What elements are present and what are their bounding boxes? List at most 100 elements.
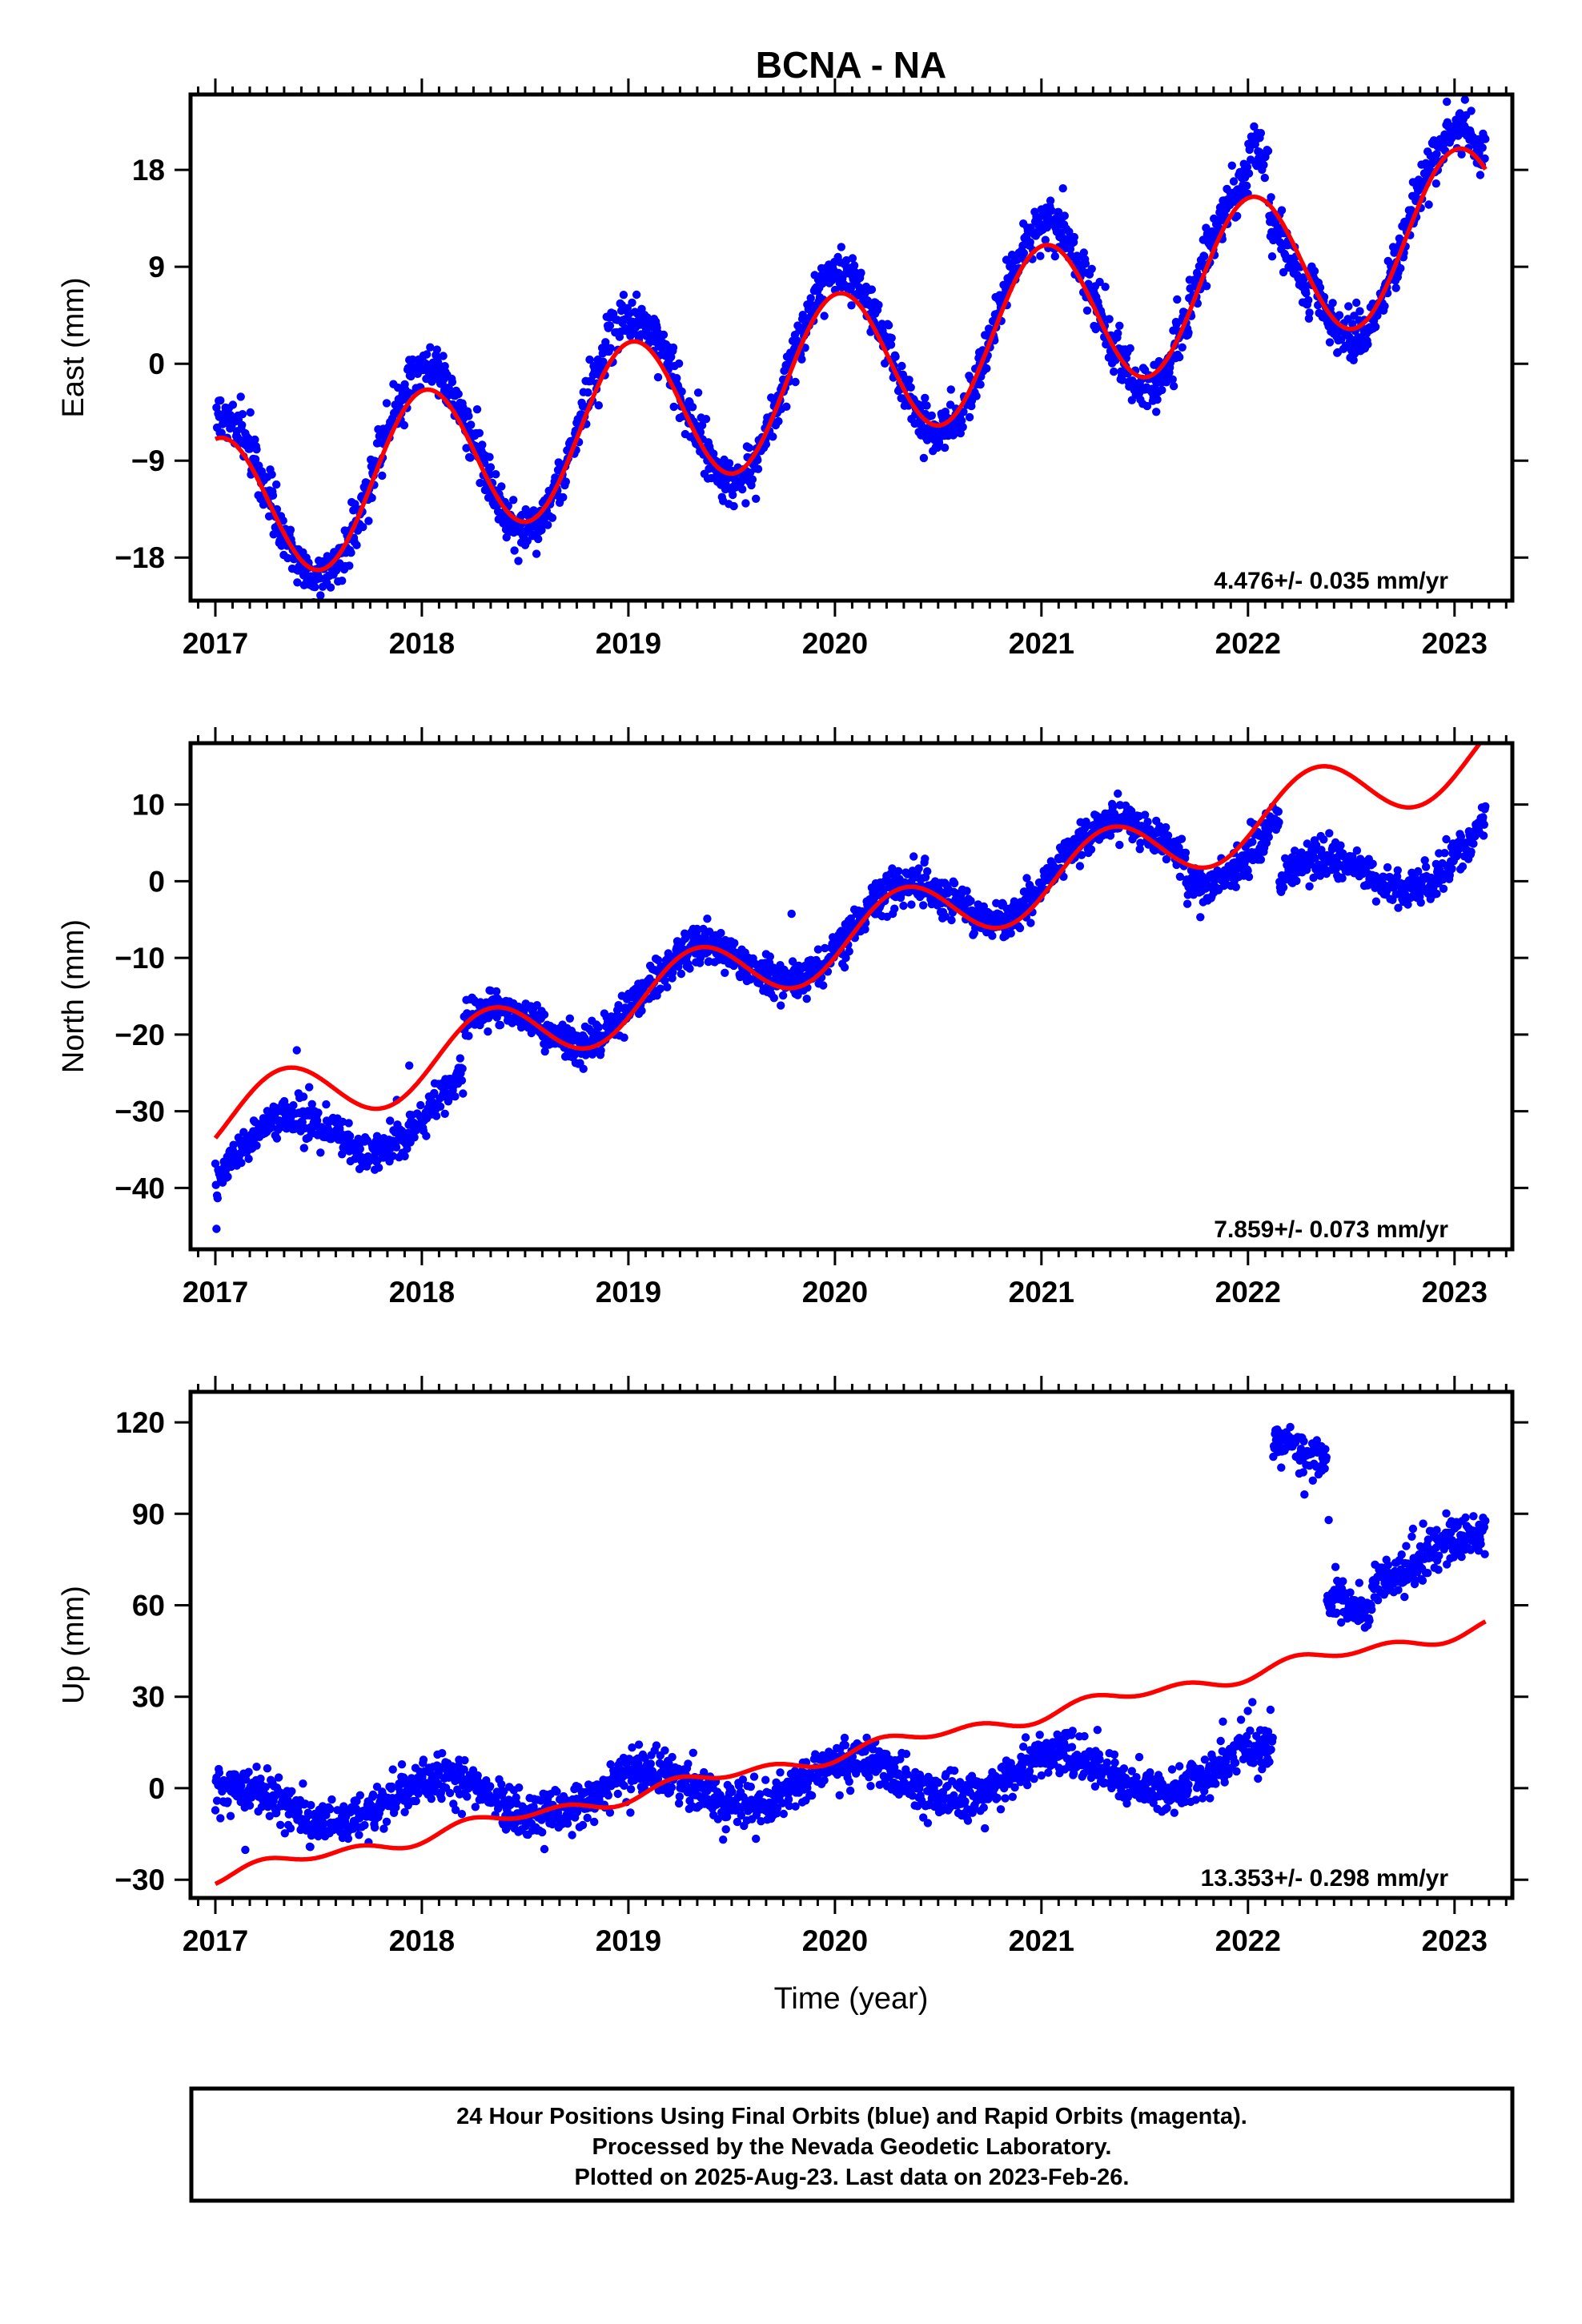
- observation-point: [837, 243, 846, 251]
- observation-point: [821, 943, 829, 953]
- y-tick-label: 0: [148, 348, 165, 380]
- observation-point: [753, 464, 763, 473]
- observation-point: [594, 1023, 603, 1032]
- observation-point: [347, 549, 355, 557]
- y-axis-label-north: North (mm): [57, 919, 90, 1073]
- observation-point: [426, 343, 435, 352]
- observation-point: [697, 420, 707, 430]
- observation-point: [1152, 408, 1161, 416]
- observation-point: [355, 1831, 363, 1839]
- observation-point: [1481, 802, 1490, 811]
- plot-area-up: [211, 1422, 1490, 1886]
- observation-point: [1479, 813, 1488, 822]
- observation-point: [806, 294, 815, 303]
- observation-point: [400, 420, 409, 430]
- x-ticks-east: [197, 78, 1508, 617]
- observation-point: [1476, 171, 1485, 179]
- observation-point: [509, 496, 518, 505]
- observation-point: [1299, 275, 1308, 283]
- observation-point: [738, 485, 747, 494]
- observation-point: [1391, 283, 1400, 292]
- observation-point: [887, 333, 896, 343]
- observation-point: [408, 355, 417, 364]
- observation-point: [685, 964, 694, 973]
- observation-point: [962, 887, 971, 895]
- observation-point: [537, 525, 546, 535]
- observation-point: [1267, 252, 1277, 261]
- observation-point: [787, 909, 796, 919]
- observation-point: [223, 1172, 232, 1181]
- observation-point: [1260, 173, 1270, 183]
- observation-point: [674, 962, 683, 971]
- observation-point: [594, 401, 603, 410]
- observation-point: [267, 1123, 276, 1132]
- observation-point: [976, 380, 985, 389]
- observation-point: [238, 420, 247, 429]
- observation-point: [279, 517, 287, 525]
- y-tick-label: 10: [132, 789, 165, 822]
- observation-point: [440, 1109, 449, 1119]
- observation-point: [216, 1814, 225, 1823]
- observation-point: [725, 459, 734, 468]
- observation-point: [769, 432, 777, 441]
- observation-point: [729, 501, 738, 511]
- observation-point: [386, 1116, 395, 1125]
- observation-point: [263, 1764, 272, 1773]
- observation-point: [1416, 898, 1425, 907]
- observation-point: [966, 896, 975, 906]
- observation-point: [1086, 845, 1096, 854]
- observation-point: [368, 1790, 378, 1799]
- observation-point: [540, 1010, 549, 1019]
- observation-point: [620, 1033, 628, 1042]
- observation-point: [548, 513, 557, 522]
- observation-point: [393, 383, 403, 392]
- observation-point: [1227, 161, 1237, 170]
- observation-point: [1305, 882, 1314, 891]
- observation-point: [701, 415, 711, 424]
- observation-point: [534, 534, 543, 544]
- observation-point: [378, 471, 387, 480]
- model-curve-north: [213, 743, 1484, 1140]
- observation-point: [1292, 876, 1301, 886]
- observation-point: [1041, 235, 1050, 244]
- observation-point: [1305, 308, 1314, 317]
- observation-point: [797, 355, 806, 364]
- observation-point: [1168, 375, 1177, 384]
- observation-point: [1348, 320, 1357, 328]
- observation-point: [438, 1749, 447, 1758]
- observation-point: [1344, 302, 1353, 311]
- observation-point: [251, 435, 259, 444]
- observation-point: [1319, 835, 1328, 844]
- observation-point: [497, 482, 506, 491]
- observation-point: [988, 931, 997, 940]
- observation-point: [958, 416, 966, 425]
- observations-up: [211, 1422, 1490, 1855]
- observation-point: [1231, 883, 1241, 891]
- observation-point: [439, 352, 448, 360]
- observation-point: [419, 1755, 428, 1764]
- plot-area-north: [211, 743, 1490, 1233]
- observation-point: [919, 901, 928, 910]
- observation-point: [456, 1054, 464, 1063]
- x-tick-label: 2020: [802, 1276, 868, 1309]
- x-tick-label: 2018: [389, 627, 455, 660]
- observation-point: [923, 866, 932, 876]
- x-tick-label: 2023: [1422, 627, 1488, 660]
- y-tick-label: 0: [148, 865, 165, 898]
- observation-point: [761, 440, 771, 448]
- y-tick-label: 9: [148, 251, 165, 283]
- observation-point: [1383, 862, 1392, 872]
- plot-area-east: [212, 95, 1490, 601]
- observation-point: [1256, 129, 1266, 138]
- observation-point: [467, 420, 476, 429]
- observations-east: [212, 95, 1490, 601]
- x-tick-label: 2019: [596, 627, 661, 660]
- observation-point: [314, 1108, 323, 1117]
- observation-point: [696, 428, 705, 436]
- observation-point: [245, 1801, 255, 1810]
- observation-point: [1114, 789, 1122, 798]
- y-tick-label: −20: [114, 1019, 165, 1051]
- observation-point: [884, 321, 893, 330]
- observation-point: [1070, 232, 1079, 242]
- observation-point: [289, 1101, 298, 1110]
